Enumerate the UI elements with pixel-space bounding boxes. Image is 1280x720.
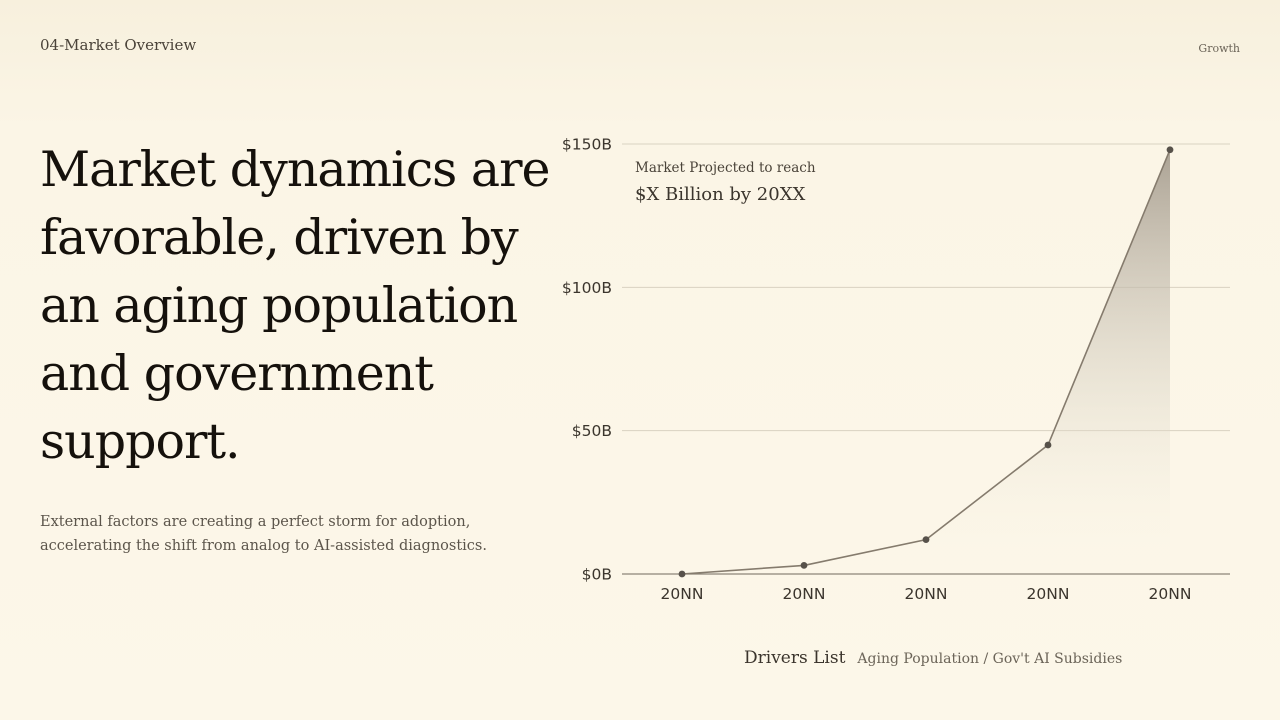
area-fill — [682, 149, 1170, 574]
data-point — [800, 562, 808, 569]
subtext: External factors are creating a perfect … — [40, 514, 487, 554]
x-tick-label: 20NN — [1027, 585, 1070, 603]
x-tick-label: 20NN — [1149, 585, 1192, 603]
growth-tag: Growth — [1198, 42, 1240, 55]
x-tick-label: 20NN — [905, 585, 948, 603]
drivers-items: Aging Population / Gov't AI Subsidies — [857, 651, 1123, 667]
y-axis-ticks: $0B $50B $100B $150B — [562, 136, 612, 584]
x-tick-label: 20NN — [661, 585, 704, 603]
drivers-list: Drivers List Aging Population / Gov't AI… — [744, 648, 1122, 668]
data-point — [1044, 441, 1052, 449]
y-tick-label: $150B — [562, 136, 612, 154]
data-points — [678, 146, 1174, 578]
annotation-line2: $X Billion by 20XX — [635, 184, 806, 205]
annotation-line1: Market Projected to reach — [635, 160, 816, 176]
headline: Market dynamics are favorable, driven by… — [40, 141, 551, 470]
data-point — [922, 536, 930, 543]
data-point — [678, 570, 686, 578]
y-tick-label: $100B — [562, 279, 612, 297]
y-tick-label: $50B — [572, 422, 612, 440]
y-tick-label: $0B — [582, 566, 612, 584]
x-tick-label: 20NN — [783, 585, 826, 603]
section-label: 04-Market Overview — [40, 36, 197, 54]
data-point — [1166, 146, 1174, 154]
drivers-title: Drivers List — [744, 648, 846, 668]
x-axis-ticks: 20NN 20NN 20NN 20NN 20NN — [661, 585, 1192, 603]
